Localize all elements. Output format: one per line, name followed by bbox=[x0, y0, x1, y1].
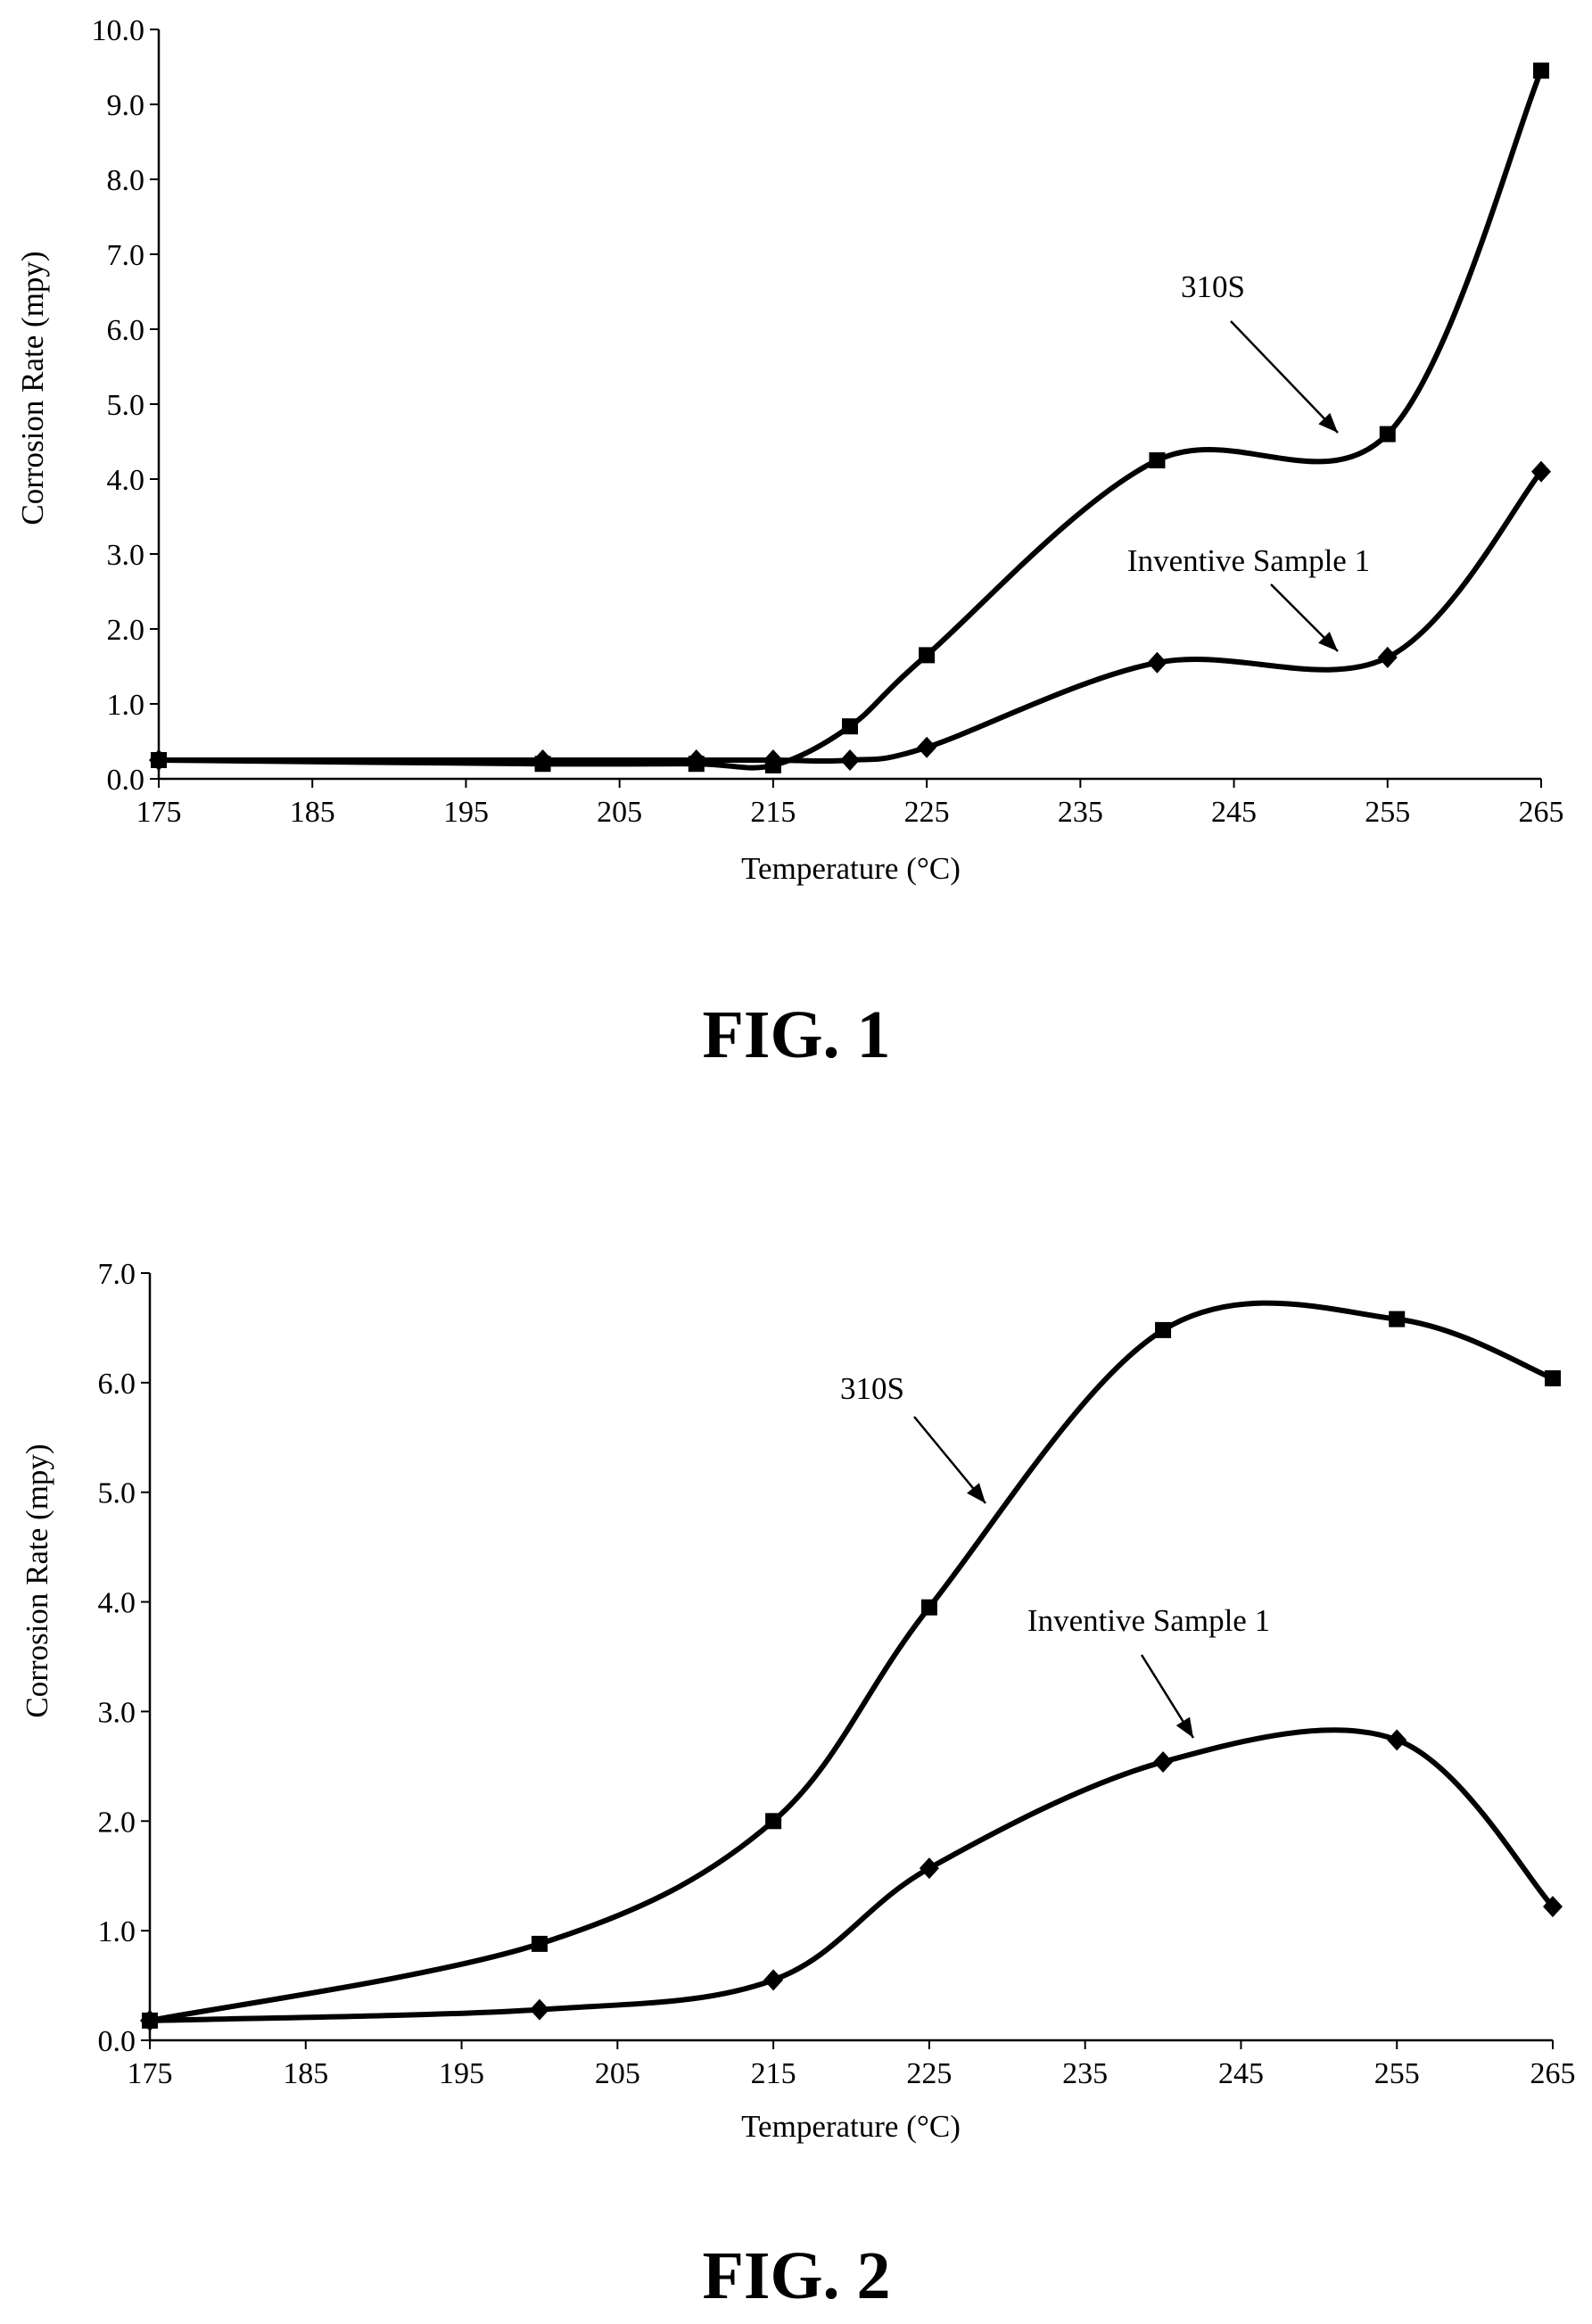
callout-arrow bbox=[1270, 583, 1339, 652]
data-point-diamond bbox=[1147, 651, 1167, 674]
x-tick-label: 265 bbox=[1530, 2057, 1576, 2090]
x-tick-label: 255 bbox=[1374, 2057, 1420, 2090]
y-axis-label: Corrosion Rate (mpy) bbox=[20, 1443, 54, 1717]
data-point-diamond bbox=[532, 749, 553, 771]
plot-area: 0.0 1.0 2.0 3.0 4.0 5.0 6.0 7.0 175 185 195 205 215 2… bbox=[98, 1258, 1576, 2090]
x-tick-label: 235 bbox=[1062, 2057, 1108, 2090]
data-point-diamond bbox=[840, 749, 860, 771]
x-tick-label: 215 bbox=[750, 796, 796, 829]
y-tick-label: 0.0 bbox=[107, 764, 145, 797]
x-tick-label: 195 bbox=[439, 2057, 484, 2090]
figure-caption: FIG. 1 bbox=[702, 997, 890, 1072]
series-callout-inventive-sample-1: Inventive Sample 1 bbox=[1027, 1603, 1270, 1638]
y-axis-title: Corrosion Rate (mpy) bbox=[20, 1443, 54, 1717]
y-tick-label: 0.0 bbox=[98, 2025, 136, 2058]
callout-arrow bbox=[1230, 320, 1339, 434]
y-tick-label: 7.0 bbox=[98, 1258, 136, 1291]
y-tick-label: 3.0 bbox=[98, 1696, 136, 1729]
data-point-square bbox=[1379, 426, 1396, 442]
y-axis-label: Corrosion Rate (mpy) bbox=[15, 251, 50, 525]
x-tick-label: 225 bbox=[906, 2057, 952, 2090]
series-line bbox=[147, 1300, 1555, 2023]
figure-caption: FIG. 2 bbox=[702, 2238, 890, 2313]
series-callout-inventive-sample-1: Inventive Sample 1 bbox=[1127, 543, 1370, 578]
series-callout-310s: 310S bbox=[840, 1371, 904, 1406]
data-point-diamond bbox=[917, 736, 937, 758]
series-inventive-sample-1 bbox=[149, 460, 1551, 771]
y-tick-label: 2.0 bbox=[107, 614, 145, 647]
x-tick-label: 185 bbox=[290, 796, 335, 829]
series-line bbox=[156, 468, 1544, 765]
data-point-square bbox=[1533, 62, 1549, 79]
x-axis-label: Temperature (°C) bbox=[741, 851, 961, 886]
data-point-square bbox=[1155, 1321, 1172, 1338]
data-point-diamond bbox=[140, 2009, 160, 2031]
x-tick-label: 175 bbox=[136, 796, 182, 829]
plot-area: 0.0 1.0 2.0 3.0 4.0 5.0 6.0 7.0 8.0 9.0 10.0 175 185… bbox=[92, 14, 1564, 829]
x-tick-label: 185 bbox=[283, 2057, 328, 2090]
y-axis-title: Corrosion Rate (mpy) bbox=[15, 251, 50, 525]
y-tick-label: 5.0 bbox=[98, 1477, 136, 1510]
callout-arrow bbox=[1140, 1654, 1195, 1739]
x-tick-label: 195 bbox=[443, 796, 489, 829]
series-callout-310s: 310S bbox=[1181, 269, 1245, 304]
y-tick-label: 9.0 bbox=[107, 89, 145, 122]
y-tick-label: 7.0 bbox=[107, 239, 145, 272]
x-tick-label: 255 bbox=[1365, 796, 1410, 829]
data-point-diamond bbox=[149, 749, 169, 771]
series-inventive-sample-1 bbox=[140, 1727, 1563, 2031]
data-point-diamond bbox=[763, 1969, 784, 1991]
data-point-diamond bbox=[1531, 460, 1551, 483]
x-tick-label: 205 bbox=[595, 2057, 640, 2090]
data-point-diamond bbox=[763, 749, 783, 771]
data-point-diamond bbox=[1543, 1896, 1563, 1918]
x-tick-label: 235 bbox=[1058, 796, 1103, 829]
x-tick-label: 205 bbox=[597, 796, 642, 829]
data-point-diamond bbox=[1377, 646, 1398, 668]
data-point-square bbox=[1149, 452, 1166, 468]
chart-fig-2: Corrosion Rate (mpy) Temperature (°C) 31… bbox=[20, 1258, 1576, 2313]
data-point-square bbox=[765, 1813, 782, 1830]
y-tick-label: 2.0 bbox=[98, 1806, 136, 1839]
y-tick-label: 3.0 bbox=[107, 539, 145, 572]
y-tick-label: 4.0 bbox=[107, 464, 145, 497]
figure-2: Corrosion Rate (mpy) Temperature (°C) 31… bbox=[0, 1160, 1592, 2320]
data-point-square bbox=[920, 1599, 937, 1616]
callout-arrow bbox=[913, 1416, 986, 1504]
x-tick-label: 225 bbox=[904, 796, 950, 829]
series-line bbox=[156, 68, 1544, 771]
data-point-diamond bbox=[919, 1857, 939, 1880]
data-point-diamond bbox=[1387, 1729, 1407, 1751]
data-point-square bbox=[1545, 1369, 1561, 1386]
y-tick-label: 5.0 bbox=[107, 389, 145, 422]
x-tick-label: 215 bbox=[751, 2057, 796, 2090]
x-tick-label: 175 bbox=[128, 2057, 173, 2090]
figure-1: Corrosion Rate (mpy) Temperature (°C) 31… bbox=[0, 0, 1592, 1160]
series-line bbox=[147, 1727, 1555, 2023]
x-tick-label: 265 bbox=[1519, 796, 1564, 829]
y-tick-label: 1.0 bbox=[107, 689, 145, 722]
y-tick-label: 6.0 bbox=[98, 1368, 136, 1401]
y-tick-label: 6.0 bbox=[107, 314, 145, 347]
x-tick-label: 245 bbox=[1211, 796, 1257, 829]
series-310s bbox=[142, 1300, 1561, 2029]
data-point-square bbox=[1389, 1311, 1406, 1327]
data-point-square bbox=[919, 647, 936, 664]
y-tick-label: 4.0 bbox=[98, 1587, 136, 1620]
y-tick-label: 8.0 bbox=[107, 164, 145, 197]
data-point-diamond bbox=[1153, 1750, 1174, 1773]
y-tick-label: 10.0 bbox=[92, 14, 145, 47]
chart-fig-1: Corrosion Rate (mpy) Temperature (°C) 31… bbox=[15, 14, 1564, 1072]
data-point-square bbox=[842, 718, 858, 735]
y-tick-label: 1.0 bbox=[98, 1915, 136, 1948]
data-point-diamond bbox=[529, 1998, 549, 2021]
data-point-square bbox=[531, 1935, 548, 1952]
data-point-diamond bbox=[686, 749, 706, 771]
x-tick-label: 245 bbox=[1218, 2057, 1264, 2090]
x-axis-label: Temperature (°C) bbox=[741, 2109, 961, 2144]
